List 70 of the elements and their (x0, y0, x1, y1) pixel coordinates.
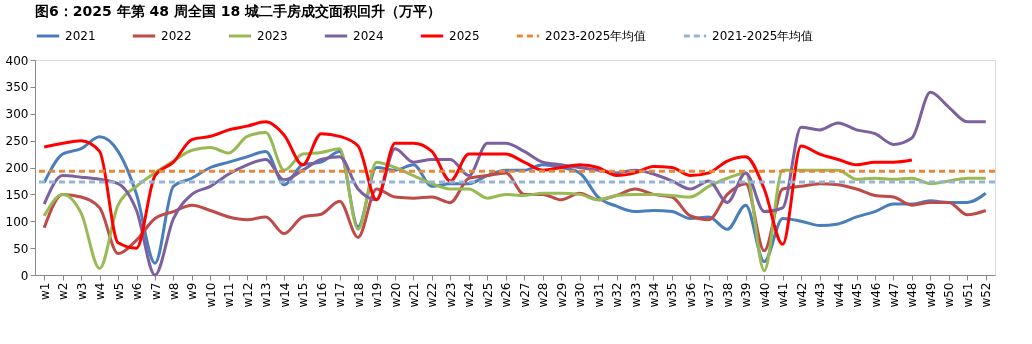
x-tick-label: w40 (757, 282, 772, 308)
legend-label: 2022 (161, 29, 192, 43)
x-tick-label: w49 (923, 282, 938, 308)
legend-label: 2021-2025年均值 (712, 29, 814, 43)
x-tick-label: w27 (517, 282, 532, 308)
x-tick-label: w47 (886, 282, 901, 308)
y-tick-label: 350 (5, 80, 29, 95)
x-tick-label: w8 (166, 282, 181, 300)
x-tick-label: w1 (37, 282, 52, 300)
x-tick-label: w10 (203, 282, 218, 308)
x-tick-label: w29 (554, 282, 569, 308)
x-tick-label: w51 (960, 282, 975, 308)
x-tick-label: w22 (425, 282, 440, 308)
x-tick-label: w44 (831, 282, 846, 308)
x-tick-label: w52 (979, 282, 994, 308)
x-tick-label: w14 (277, 282, 292, 308)
x-tick-label: w18 (351, 282, 366, 308)
x-tick-label: w13 (259, 282, 274, 308)
x-tick-label: w38 (720, 282, 735, 308)
x-tick-label: w11 (222, 282, 237, 308)
y-tick-label: 400 (5, 53, 29, 68)
x-tick-label: w36 (683, 282, 698, 308)
x-tick-label: w20 (388, 282, 403, 308)
line-series (42, 120, 914, 250)
x-tick-label: w35 (665, 282, 680, 308)
x-tick-label: w4 (93, 282, 108, 300)
x-tick-label: w25 (480, 282, 495, 308)
legend-label: 2023 (257, 29, 288, 43)
x-tick-label: w34 (646, 282, 661, 308)
x-tick-label: w26 (499, 282, 514, 308)
x-tick-label: w41 (776, 282, 791, 308)
x-tick-label: w37 (702, 282, 717, 308)
x-tick-label: w43 (813, 282, 828, 308)
x-tick-label: w17 (333, 282, 348, 308)
x-tick-label: w42 (794, 282, 809, 308)
legend-label: 2021 (65, 29, 96, 43)
x-tick-label: w50 (942, 282, 957, 308)
x-tick-label: w46 (868, 282, 883, 308)
x-tick-label: w31 (591, 282, 606, 308)
y-tick-label: 100 (5, 214, 29, 229)
x-tick-label: w3 (74, 282, 89, 300)
y-tick-label: 300 (5, 107, 29, 122)
x-tick-label: w48 (905, 282, 920, 308)
x-tick-label: w30 (573, 282, 588, 308)
x-tick-label: w2 (56, 282, 71, 300)
legend-label: 2025 (449, 29, 480, 43)
y-tick-label: 250 (5, 134, 29, 149)
x-tick-label: w12 (240, 282, 255, 308)
x-tick-label: w24 (462, 282, 477, 308)
x-tick-label: w15 (296, 282, 311, 308)
x-tick-label: w19 (370, 282, 385, 308)
x-tick-label: w16 (314, 282, 329, 308)
legend-label: 2024 (353, 29, 384, 43)
x-tick-label: w6 (130, 282, 145, 300)
x-tick-label: w21 (406, 282, 421, 308)
x-tick-label: w39 (739, 282, 754, 308)
y-tick-label: 200 (5, 161, 29, 175)
x-tick-label: w32 (610, 282, 625, 308)
y-tick-label: 150 (5, 187, 29, 202)
x-tick-label: w7 (148, 282, 163, 300)
x-tick-label: w45 (850, 282, 865, 308)
x-tick-label: w9 (185, 282, 200, 300)
x-tick-label: w28 (536, 282, 551, 308)
y-tick-label: 50 (13, 241, 29, 256)
x-tick-label: w5 (111, 282, 126, 300)
y-tick-label: 0 (20, 268, 29, 283)
x-tick-label: w23 (443, 282, 458, 308)
legend-label: 2023-2025年均值 (545, 29, 647, 43)
x-tick-label: w33 (628, 282, 643, 308)
chart-title: 图6：2025 年第 48 周全国 18 城二手房成交面积回升（万平） (35, 3, 442, 19)
